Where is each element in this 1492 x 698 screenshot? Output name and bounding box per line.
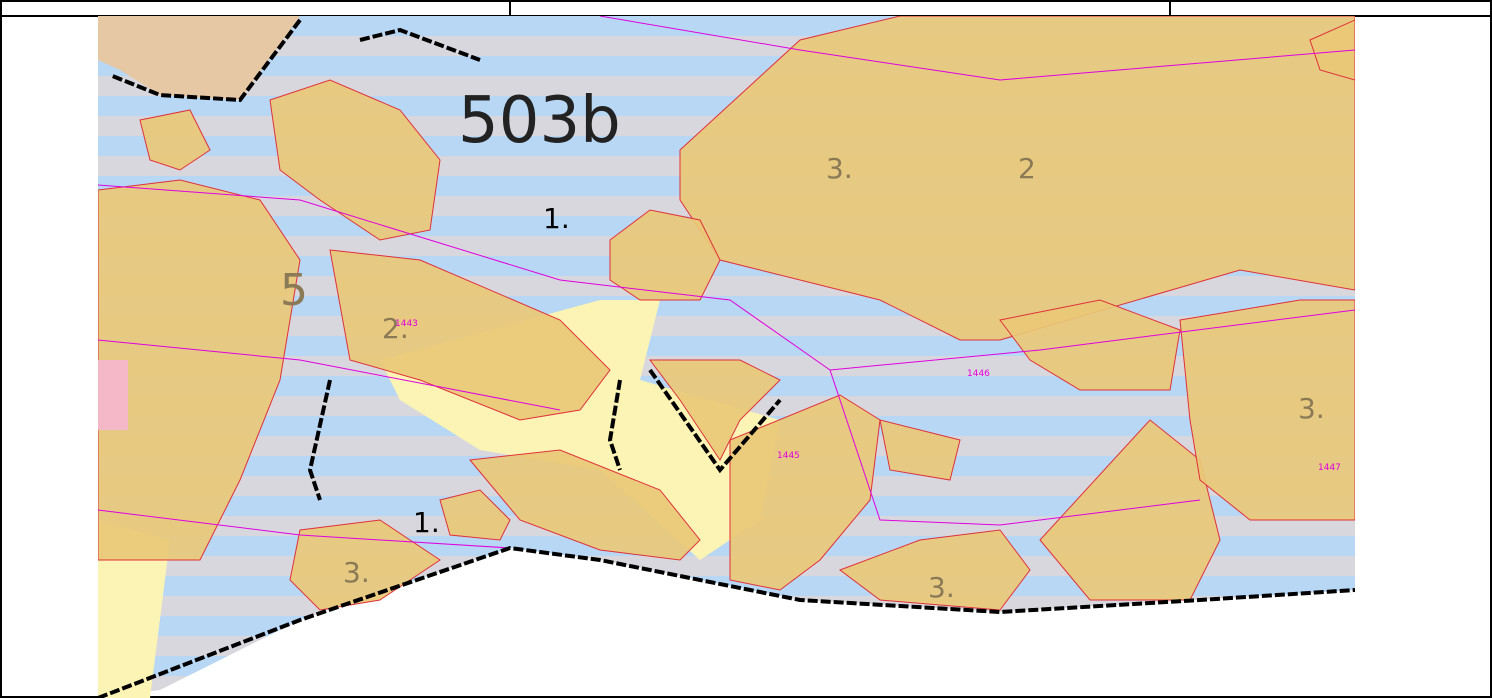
boundaries [98,18,1355,698]
compartment-label: 3. [826,152,853,185]
compartment-label: 3. [1298,392,1325,425]
compartment-label: 3. [928,571,955,604]
parcel-id: 1443 [395,319,418,329]
compartment-label: 2 [1018,152,1036,185]
compartment-label: 2. [382,312,409,345]
pink-area [98,360,128,430]
compartment-label: 3. [343,556,370,589]
parcel-id: 1445 [777,451,800,461]
land [98,16,300,100]
stands [98,16,1355,611]
parcel-id: 1446 [967,369,990,379]
parcel-id: 1447 [1318,463,1341,473]
compartment-label: 1. [413,506,440,539]
map-title: 503b [458,84,621,158]
parcel-lines [98,16,1355,549]
map: 503b 1. 1. 3. 3. 3. 5 2. 2 3. 1443 1445 … [98,16,1355,698]
compartment-label: 1. [543,202,570,235]
compartment-label: 5 [280,265,308,316]
